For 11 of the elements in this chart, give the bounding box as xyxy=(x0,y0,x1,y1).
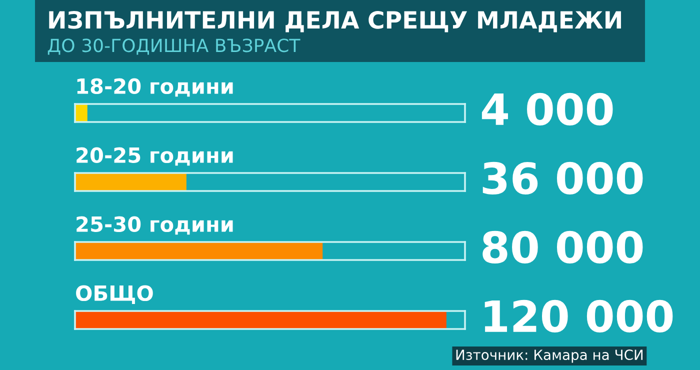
y-tick-label: 25-30 години xyxy=(76,216,233,235)
y-tick-label: 20-25 години xyxy=(76,147,233,166)
chart-title: ИЗПЪЛНИТЕЛНИ ДЕЛА СРЕЩУ МЛАДЕЖИ xyxy=(49,10,621,32)
data-label: 36 000 xyxy=(482,162,643,194)
data-label: 4 000 xyxy=(482,92,613,126)
data-label: 120 000 xyxy=(484,300,673,332)
text: Източник: Камара на ЧСИ xyxy=(456,350,643,363)
y-tick-label: 18-20 години xyxy=(77,78,233,97)
chart-subtitle: ДО 30-ГОДИШНА ВЪЗРАСТ xyxy=(48,38,300,55)
data-label: 80 000 xyxy=(482,230,643,264)
y-tick-label: ОБЩО xyxy=(76,285,153,304)
